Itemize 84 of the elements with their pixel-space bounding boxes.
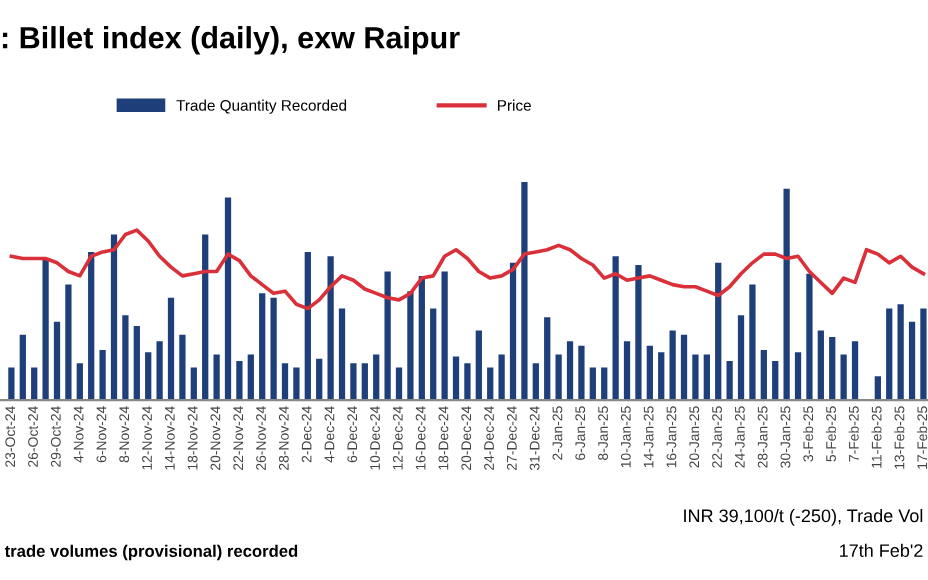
text: 17th Feb'2 bbox=[839, 543, 923, 557]
bar bbox=[680, 334, 688, 401]
bar bbox=[350, 363, 357, 401]
bar bbox=[566, 341, 574, 401]
bar bbox=[8, 367, 15, 401]
bar bbox=[270, 297, 277, 401]
bar bbox=[578, 345, 585, 401]
bar bbox=[669, 330, 676, 401]
bar bbox=[749, 284, 756, 401]
bar bbox=[772, 360, 779, 401]
bar bbox=[65, 284, 72, 401]
bar bbox=[19, 334, 26, 401]
bar bbox=[509, 262, 517, 401]
bar bbox=[53, 321, 61, 401]
bar bbox=[874, 376, 881, 401]
bar bbox=[247, 354, 254, 401]
bar bbox=[726, 360, 733, 401]
bar bbox=[692, 354, 699, 401]
bar bbox=[623, 341, 631, 401]
text: trade volumes (provisional) recorded bbox=[4, 544, 298, 561]
bar bbox=[532, 363, 539, 401]
bar bbox=[601, 367, 608, 401]
bar bbox=[213, 354, 220, 401]
bar bbox=[760, 350, 767, 401]
bar bbox=[202, 234, 209, 401]
bar bbox=[281, 363, 289, 401]
bar bbox=[293, 367, 300, 401]
bar bbox=[487, 367, 494, 401]
bar bbox=[920, 308, 927, 401]
bar bbox=[635, 264, 642, 401]
bar bbox=[304, 251, 311, 401]
bar bbox=[145, 352, 152, 401]
bar bbox=[441, 271, 448, 401]
bar bbox=[498, 354, 505, 401]
bar bbox=[851, 341, 859, 401]
bar bbox=[703, 354, 710, 401]
bar bbox=[395, 367, 403, 401]
bar bbox=[783, 188, 790, 401]
bar bbox=[715, 262, 722, 401]
bar bbox=[179, 334, 186, 401]
chart-title: : Billet index (daily), exw Raipur bbox=[2, 26, 460, 55]
bar bbox=[475, 330, 482, 401]
bar bbox=[31, 367, 38, 401]
bar bbox=[794, 352, 802, 401]
bar bbox=[544, 317, 551, 401]
bar bbox=[897, 304, 904, 401]
bar bbox=[110, 234, 118, 401]
bar bbox=[236, 360, 243, 401]
bar bbox=[122, 315, 129, 401]
bar bbox=[316, 358, 323, 401]
bar bbox=[555, 354, 562, 401]
bar bbox=[452, 356, 460, 401]
bar bbox=[646, 345, 653, 401]
bar bbox=[737, 315, 745, 401]
text: INR 39,100/t (-250), Trade Vol bbox=[684, 508, 923, 526]
bar bbox=[430, 308, 437, 401]
bar bbox=[99, 350, 106, 401]
bar bbox=[259, 293, 266, 401]
bar bbox=[133, 326, 140, 401]
bar bbox=[190, 367, 197, 401]
bar bbox=[327, 256, 334, 401]
bar bbox=[418, 275, 425, 401]
bar bbox=[464, 363, 471, 401]
bar bbox=[156, 341, 163, 401]
bar bbox=[806, 273, 813, 401]
bar bbox=[384, 271, 391, 401]
bar bbox=[658, 352, 665, 401]
bar bbox=[373, 354, 380, 401]
bar bbox=[521, 182, 528, 401]
bar bbox=[42, 258, 49, 401]
bar bbox=[840, 354, 847, 401]
bar bbox=[76, 363, 83, 401]
bar bbox=[167, 297, 175, 401]
bar bbox=[361, 363, 368, 401]
bar bbox=[88, 251, 95, 401]
bar bbox=[612, 256, 619, 401]
bar bbox=[817, 330, 824, 401]
bar bbox=[908, 321, 916, 401]
bar bbox=[886, 308, 893, 401]
bar bbox=[407, 291, 414, 401]
bar bbox=[224, 197, 232, 401]
bar bbox=[589, 367, 596, 401]
bar bbox=[338, 308, 346, 401]
bar bbox=[829, 336, 836, 401]
